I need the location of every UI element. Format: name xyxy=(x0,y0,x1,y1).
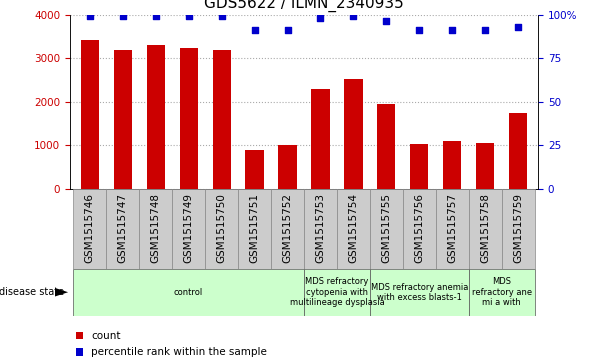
Text: MDS
refractory ane
mi a with: MDS refractory ane mi a with xyxy=(472,277,532,307)
Bar xyxy=(246,150,264,189)
Point xyxy=(316,15,325,21)
Text: percentile rank within the sample: percentile rank within the sample xyxy=(91,347,267,357)
Text: count: count xyxy=(91,331,121,341)
Bar xyxy=(443,141,461,189)
Point xyxy=(250,27,260,33)
Bar xyxy=(370,189,403,269)
Point xyxy=(415,27,424,33)
Text: GSM1515757: GSM1515757 xyxy=(447,193,457,263)
Bar xyxy=(304,269,370,316)
Bar xyxy=(73,189,106,269)
Bar xyxy=(344,79,362,189)
Text: GSM1515749: GSM1515749 xyxy=(184,193,193,263)
Bar xyxy=(337,189,370,269)
Point xyxy=(184,13,193,19)
Bar xyxy=(179,48,198,189)
Point xyxy=(151,13,161,19)
Text: GSM1515748: GSM1515748 xyxy=(151,193,161,263)
Bar xyxy=(469,189,502,269)
Title: GDS5622 / ILMN_2340935: GDS5622 / ILMN_2340935 xyxy=(204,0,404,12)
Bar xyxy=(378,104,395,189)
Point xyxy=(513,24,523,30)
Bar xyxy=(213,50,230,189)
Bar xyxy=(278,145,297,189)
Polygon shape xyxy=(55,288,68,297)
Text: disease state: disease state xyxy=(0,287,64,297)
Point xyxy=(382,19,392,24)
Bar xyxy=(172,189,205,269)
Point xyxy=(283,27,292,33)
Text: GSM1515747: GSM1515747 xyxy=(118,193,128,263)
Point xyxy=(216,13,226,19)
Bar xyxy=(469,269,535,316)
Bar xyxy=(403,189,436,269)
Bar xyxy=(476,143,494,189)
Text: MDS refractory
cytopenia with
multilineage dysplasia: MDS refractory cytopenia with multilinea… xyxy=(289,277,384,307)
Text: GSM1515750: GSM1515750 xyxy=(216,193,227,262)
Bar xyxy=(205,189,238,269)
Text: GSM1515752: GSM1515752 xyxy=(283,193,292,263)
Point xyxy=(118,13,128,19)
Text: GSM1515756: GSM1515756 xyxy=(415,193,424,263)
Bar xyxy=(139,189,172,269)
Text: GSM1515755: GSM1515755 xyxy=(381,193,392,263)
Point xyxy=(447,27,457,33)
Point xyxy=(480,27,490,33)
Bar xyxy=(147,45,165,189)
Bar xyxy=(410,144,429,189)
Bar xyxy=(106,189,139,269)
Bar xyxy=(73,269,304,316)
Bar xyxy=(502,189,535,269)
Text: GSM1515754: GSM1515754 xyxy=(348,193,359,263)
Text: GSM1515759: GSM1515759 xyxy=(513,193,523,263)
Bar xyxy=(510,113,527,189)
Bar xyxy=(81,40,98,189)
Text: MDS refractory anemia
with excess blasts-1: MDS refractory anemia with excess blasts… xyxy=(371,282,468,302)
Bar xyxy=(311,89,330,189)
Bar xyxy=(304,189,337,269)
Text: GSM1515751: GSM1515751 xyxy=(249,193,260,263)
Point xyxy=(348,13,358,19)
Text: GSM1515758: GSM1515758 xyxy=(480,193,490,263)
Bar xyxy=(271,189,304,269)
Text: GSM1515753: GSM1515753 xyxy=(316,193,325,263)
Text: GSM1515746: GSM1515746 xyxy=(85,193,95,263)
Bar xyxy=(114,50,132,189)
Point xyxy=(85,13,95,19)
Bar xyxy=(436,189,469,269)
Text: control: control xyxy=(174,288,203,297)
Bar xyxy=(370,269,469,316)
Bar xyxy=(238,189,271,269)
